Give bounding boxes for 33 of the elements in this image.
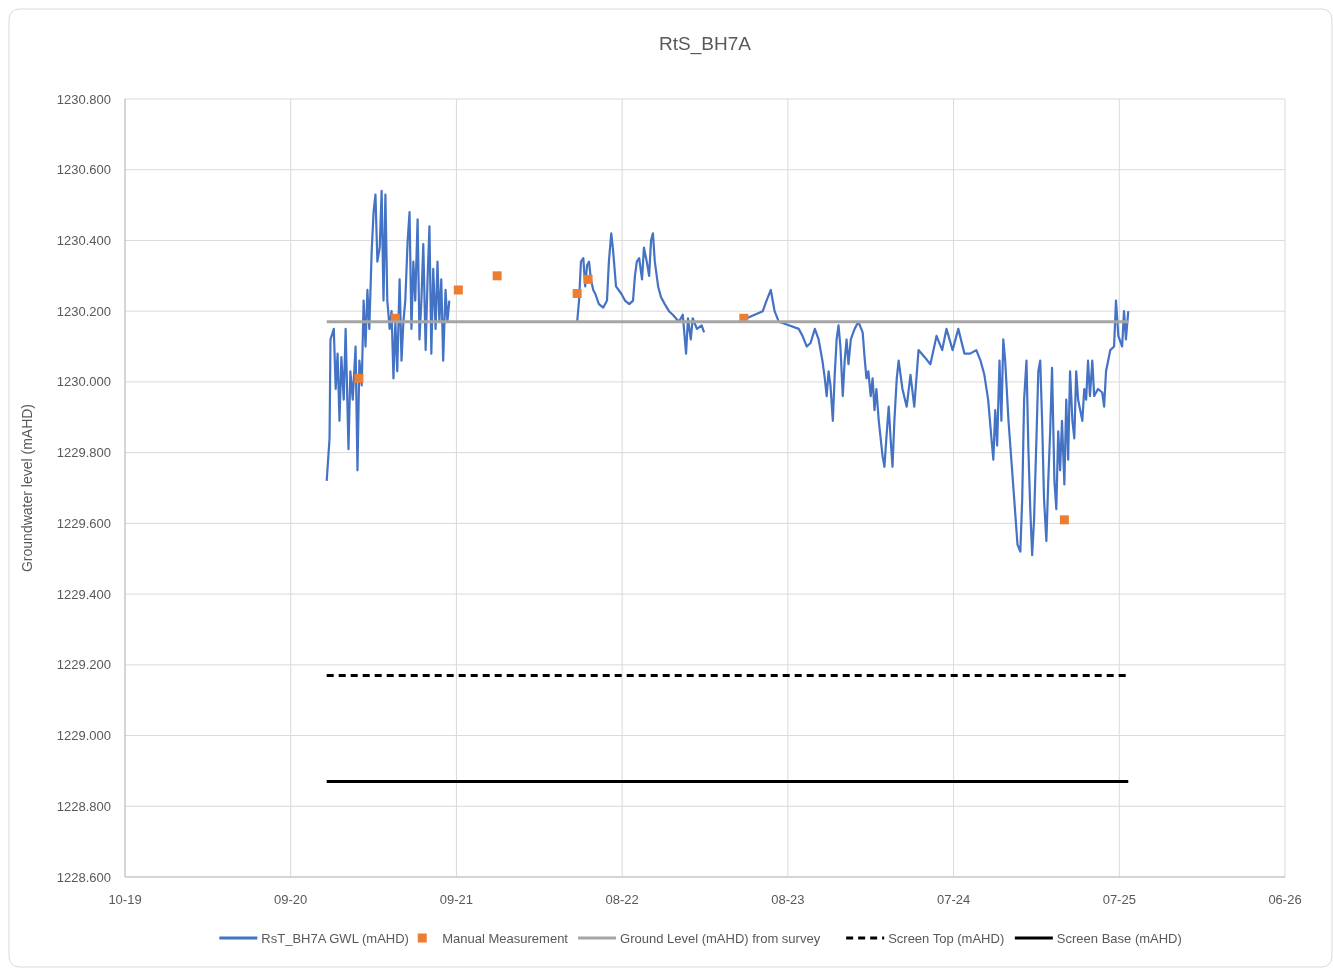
point: [492, 271, 502, 281]
point: [354, 373, 364, 383]
y-tick-label: 1229.400: [56, 586, 111, 602]
x-tick-label: 07-24: [936, 892, 971, 907]
y-tick-label: 1229.000: [56, 728, 111, 744]
x-tick-label: 06-26: [1268, 892, 1302, 907]
y-tick-label: 1229.200: [56, 657, 111, 673]
y-tick-label: 1230.600: [56, 162, 111, 178]
point: [572, 289, 582, 298]
x-tick-label: 08-22: [605, 892, 639, 907]
x-tick-label: 07-25: [1102, 892, 1136, 907]
chart-title: RtS_BH7A: [659, 33, 752, 55]
y-tick-label: 1229.600: [56, 515, 111, 531]
y-axis-title: Groundwater level (mAHD): [19, 403, 35, 573]
point: [583, 274, 593, 284]
x-tick-label: 09-20: [274, 892, 308, 907]
legend-label: Screen Base (mAHD): [1056, 931, 1182, 946]
y-tick-label: 1230.400: [56, 233, 111, 248]
point: [453, 285, 463, 295]
point: [1059, 515, 1069, 525]
legend-label: Screen Top (mAHD): [888, 931, 1005, 946]
legend-label: Manual Measurement: [442, 931, 569, 946]
y-tick-label: 1228.800: [56, 798, 111, 814]
legend-label: RsT_BH7A GWL (mAHD): [261, 931, 409, 946]
y-tick-label: 1230.200: [56, 303, 111, 319]
y-tick-label: 1229.800: [56, 445, 111, 461]
x-tick-label: 10-19: [108, 892, 142, 907]
y-tick-label: 1228.600: [56, 869, 111, 885]
x-tick-label: 08-23: [771, 892, 805, 907]
y-tick-label: 1230.800: [56, 91, 111, 107]
legend-label: Ground Level (mAHD) from survey: [620, 931, 821, 946]
y-tick-label: 1230.000: [56, 374, 111, 390]
x-tick-label: 09-21: [439, 892, 474, 907]
